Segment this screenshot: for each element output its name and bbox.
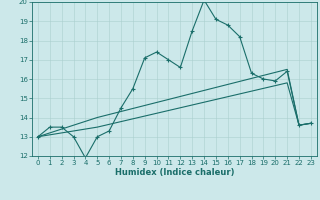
X-axis label: Humidex (Indice chaleur): Humidex (Indice chaleur) (115, 168, 234, 177)
